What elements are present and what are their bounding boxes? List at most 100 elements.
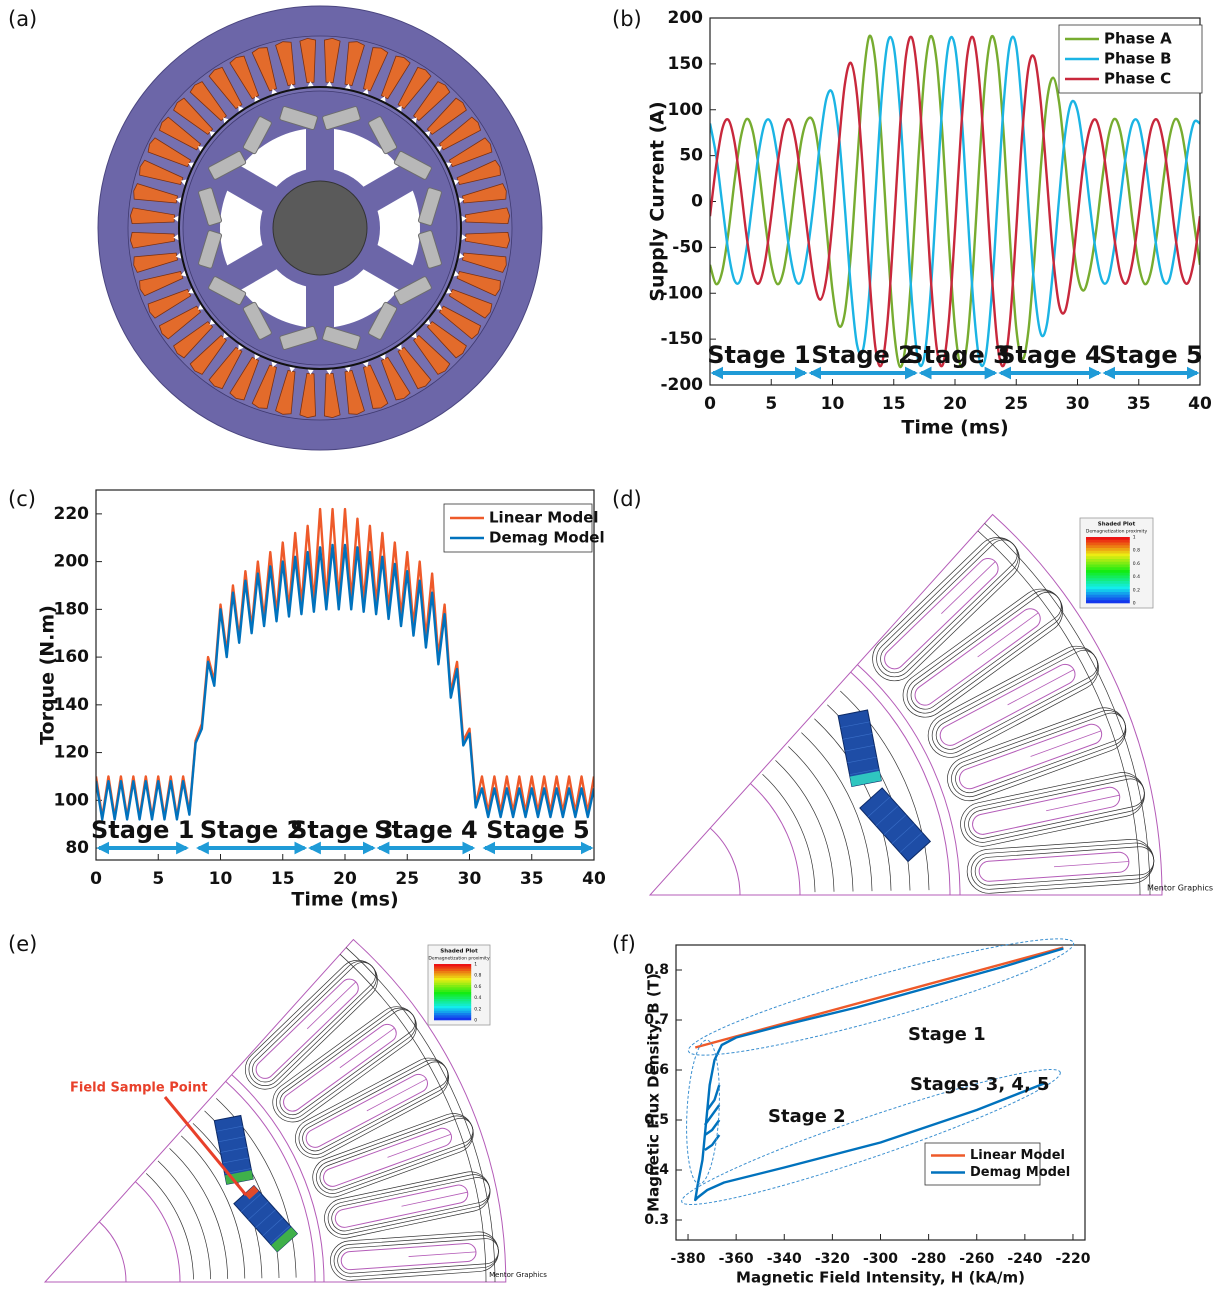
rotor-magnet — [208, 150, 247, 180]
slot-wedge — [238, 344, 244, 351]
panel-label: (a) — [8, 7, 37, 31]
motor-drawing — [97, 5, 543, 451]
legend-stripe — [434, 992, 472, 995]
stator-slot — [275, 41, 296, 86]
stator-slot — [344, 41, 365, 86]
magnet-contour — [900, 832, 922, 852]
stator-slot — [133, 252, 178, 273]
legend-box — [924, 1142, 1041, 1186]
y-tick-label: -200 — [660, 375, 703, 395]
legend-tick-label: 0.6 — [474, 984, 481, 990]
x-tick-label: 15 — [882, 394, 906, 414]
panel-label: (c) — [8, 487, 36, 511]
y-axis-label: Supply Current (A) — [647, 101, 669, 301]
slot-outline — [280, 1021, 400, 1115]
slot-wedge — [173, 234, 179, 241]
slot-wedge — [223, 117, 229, 124]
stator-slot — [265, 999, 424, 1130]
slot-wedge — [458, 197, 465, 204]
slot-wedge — [175, 252, 182, 259]
slot-divider — [409, 1252, 476, 1257]
slot-wedge — [271, 88, 278, 95]
flux-line — [974, 846, 1155, 886]
rotor-spoke — [306, 122, 334, 178]
stator-slot — [189, 334, 227, 375]
stator-slot — [288, 1051, 455, 1165]
magnet-contour — [843, 734, 872, 740]
stator-slot — [229, 356, 260, 401]
legend-stripe — [434, 980, 472, 983]
stator-slot — [323, 37, 341, 84]
x-tick-label: 10 — [821, 394, 845, 414]
slot-divider — [1046, 795, 1119, 811]
stator-slot — [321, 1168, 494, 1242]
legend-label: Demag Model — [970, 1165, 1070, 1180]
legend-title: Shaded Plot — [1098, 522, 1136, 528]
rotor-outline — [226, 1081, 315, 1282]
stator-slot — [966, 838, 1156, 895]
legend-stripe — [1086, 600, 1130, 604]
stator-slot — [380, 356, 411, 401]
legend-tick-label: 0.2 — [474, 1006, 481, 1012]
slot-wedge — [238, 105, 244, 112]
flux-line — [170, 1148, 228, 1279]
series-line — [694, 947, 1064, 1202]
stator-slot — [158, 305, 202, 340]
sample-point-label: Field Sample Point — [70, 1081, 208, 1096]
stage-label: Stage 3 — [906, 341, 1009, 369]
legend-tick-label: 0 — [1133, 601, 1136, 607]
y-tick-label: 0.7 — [644, 1012, 669, 1028]
y-tick-label: 100 — [668, 100, 704, 120]
x-tick-label: -280 — [911, 1251, 946, 1267]
slot-wedge — [254, 96, 260, 102]
slot-wedge — [461, 215, 467, 222]
panel-label: (f) — [612, 932, 636, 956]
legend-stripe — [434, 982, 472, 986]
fea-plot — [650, 515, 1162, 896]
slot-outline — [978, 852, 1129, 882]
x-tick-label: -220 — [1055, 1251, 1090, 1267]
legend-label: Phase C — [1104, 70, 1171, 88]
y-tick-label: 0.4 — [644, 1162, 669, 1178]
legend-stripe — [434, 1001, 472, 1004]
watermark: Mentor Graphics — [1147, 884, 1213, 893]
panel-label: (b) — [612, 7, 642, 31]
legend-stripe — [1086, 559, 1130, 563]
stator-slot — [139, 271, 184, 297]
legend-stripe — [1086, 542, 1130, 546]
legend-stripe — [1086, 578, 1130, 582]
flux-line — [181, 1136, 245, 1279]
stage-label: Stage 5 — [486, 816, 589, 844]
flux-line — [931, 646, 1102, 755]
slot-wedge — [197, 146, 204, 152]
rotor-magnet — [393, 276, 432, 306]
flux-line — [776, 760, 835, 891]
x-tick-label: 35 — [520, 869, 544, 889]
stator-slot — [397, 346, 432, 390]
legend-stripe — [1086, 550, 1130, 554]
flux-line — [158, 1161, 211, 1279]
x-tick-label: 0 — [90, 869, 102, 889]
stator-slot — [133, 183, 178, 204]
legend-stripe — [434, 966, 472, 969]
slot-wedge — [307, 369, 314, 375]
x-tick-label: 40 — [1188, 394, 1212, 414]
stage-label: Stage 1 — [91, 816, 194, 844]
slot-wedge — [461, 234, 467, 241]
stator-slot — [462, 183, 507, 204]
slot-wedge — [197, 304, 204, 310]
slot-wedge — [289, 366, 296, 373]
stator-slot — [464, 207, 511, 225]
x-tick-label: 0 — [704, 394, 716, 414]
rotor-inner — [135, 1182, 180, 1282]
x-tick-label: -300 — [863, 1251, 898, 1267]
x-tick-label: 20 — [943, 394, 967, 414]
stator-slot — [147, 288, 192, 319]
slot-wedge — [446, 288, 452, 294]
legend-stripe — [434, 978, 472, 981]
rotor-magnet — [322, 106, 361, 131]
shaft — [272, 180, 368, 276]
x-tick-label: 35 — [1127, 394, 1151, 414]
annotation: Stages 3, 4, 5 — [910, 1074, 1050, 1095]
